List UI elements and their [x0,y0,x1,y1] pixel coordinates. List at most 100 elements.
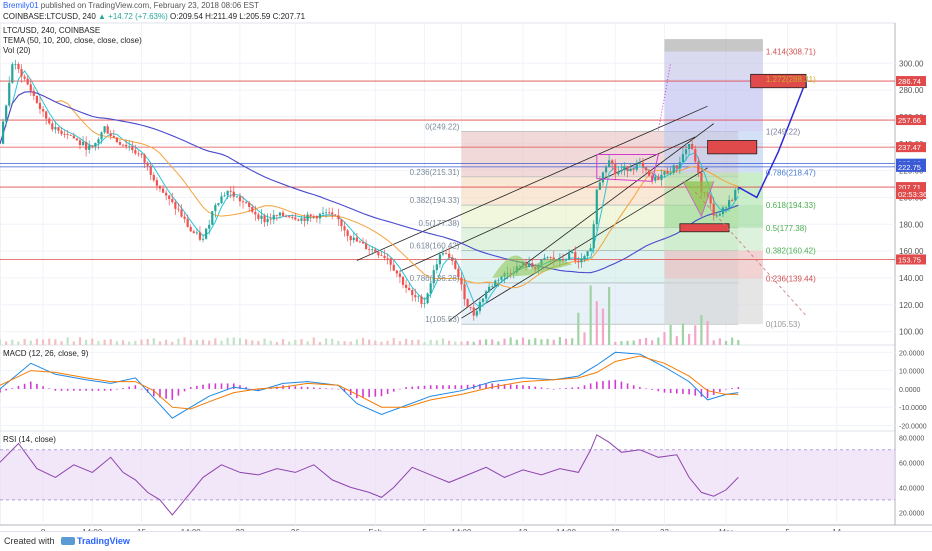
volume-bar [324,338,328,345]
candle-body [155,180,158,186]
time-tick-label: 26 [291,528,300,531]
time-tick-label: 12 [519,528,528,531]
pattern-flag-shape [596,153,659,182]
macd-histogram-bar [503,384,506,389]
candle-body [189,226,192,232]
candle-body [681,154,685,163]
macd-histogram-bar [565,388,567,389]
macd-line [0,351,739,419]
target-box [679,223,730,233]
volume-bar [23,339,26,345]
macd-histogram-bar [577,387,580,389]
candle-body [614,164,617,175]
price-label-text: 02:53:36 [898,190,927,199]
macd-histogram-bar [559,388,561,390]
volume-bar [165,339,168,345]
candle-body [103,126,106,133]
fib-retracement-label: 1(105.53) [425,315,460,324]
macd-histogram-bar [214,383,217,389]
volume-bar [669,324,672,345]
rsi-band [0,449,895,500]
volume-bar [337,340,340,345]
candle-body [45,111,48,119]
candle-body [352,237,355,241]
macd-tick-label: -20.0000 [899,424,927,431]
macd-histogram-bar [429,385,432,389]
fib-retracement-label: 0.5(177.38) [419,219,460,228]
volume-bar [712,340,715,345]
candle-body [343,226,346,231]
volume-bar [238,338,242,345]
fib-extension-label: 0(105.53) [766,320,801,329]
macd-histogram-bar [349,388,352,396]
macd-histogram-bar [245,387,247,389]
price-label-tag [896,161,926,172]
volume-bar [146,338,149,345]
candle-body [463,284,466,300]
legend-volume: Vol (20) [3,46,31,55]
candle-body [69,134,72,136]
chart-canvas[interactable]: 0(249.22) 0.236(215.31) 0.382(194.33) 0.5(1… [0,11,932,531]
tradingview-brand[interactable]: TradingView [77,536,130,546]
candle-body [657,176,660,181]
volume-bar [361,337,365,345]
candle-body [395,270,398,274]
candle-body [678,162,681,169]
volume-bar [718,338,721,345]
macd-tick-label: 0.0000 [899,387,921,394]
volume-bar [152,338,155,345]
macd-histogram-bar [608,380,610,389]
time-tick-label: 5 [785,528,790,531]
candle-body [478,301,482,312]
macd-histogram-bar [448,385,450,389]
trend-channel-line [448,123,714,322]
candle-body [592,224,595,249]
candle-body [494,280,497,287]
macd-histogram-bar [208,383,210,389]
macd-histogram-bar [491,383,494,389]
candle-body [72,135,75,139]
macd-histogram-bar [596,381,598,389]
candle-body [201,238,205,240]
candle-body [561,258,565,261]
price-label-text: 237.47 [898,143,921,152]
candle-body [140,153,143,155]
candle-body [389,258,392,265]
candle-body [248,202,251,207]
candle-body [441,253,445,255]
volume-bar [11,339,14,345]
ohlc-values: O:209.54 H:211.49 L:205.59 C:207.71 [170,12,306,21]
volume-bar [620,341,623,345]
volume-bar [128,341,131,345]
volume-bar [657,337,660,345]
macd-histogram-bar [399,388,401,390]
macd-histogram-bar [380,388,383,397]
macd-histogram-bar [189,387,192,389]
macd-histogram-bar [620,381,623,389]
volume-bar [644,337,648,345]
volume-bar [374,340,377,345]
author-link[interactable]: Bremily01 [3,1,39,10]
price-tick-label: 120.00 [899,301,924,310]
candle-body [423,303,426,304]
fib-retracement-label: 0.618(160.42) [410,242,460,251]
volume-bar [115,341,119,345]
trend-channel-line [356,105,708,261]
volume-bar [564,338,568,345]
macd-histogram-bar [183,388,186,392]
macd-histogram-bar [516,384,518,389]
macd-histogram-bar [306,387,309,389]
price-label-text: 153.75 [898,255,921,264]
candle-body [466,299,469,307]
candle-body [94,142,97,147]
macd-histogram-bar [417,386,420,389]
macd-histogram-bar [343,388,346,392]
candle-body [404,284,408,288]
candle-body [281,212,285,216]
candle-body [429,283,432,294]
macd-histogram-bar [528,385,530,389]
candle-body [564,259,568,261]
candle-body [1,121,5,144]
candle-body [454,260,457,269]
candle-body [663,171,666,175]
